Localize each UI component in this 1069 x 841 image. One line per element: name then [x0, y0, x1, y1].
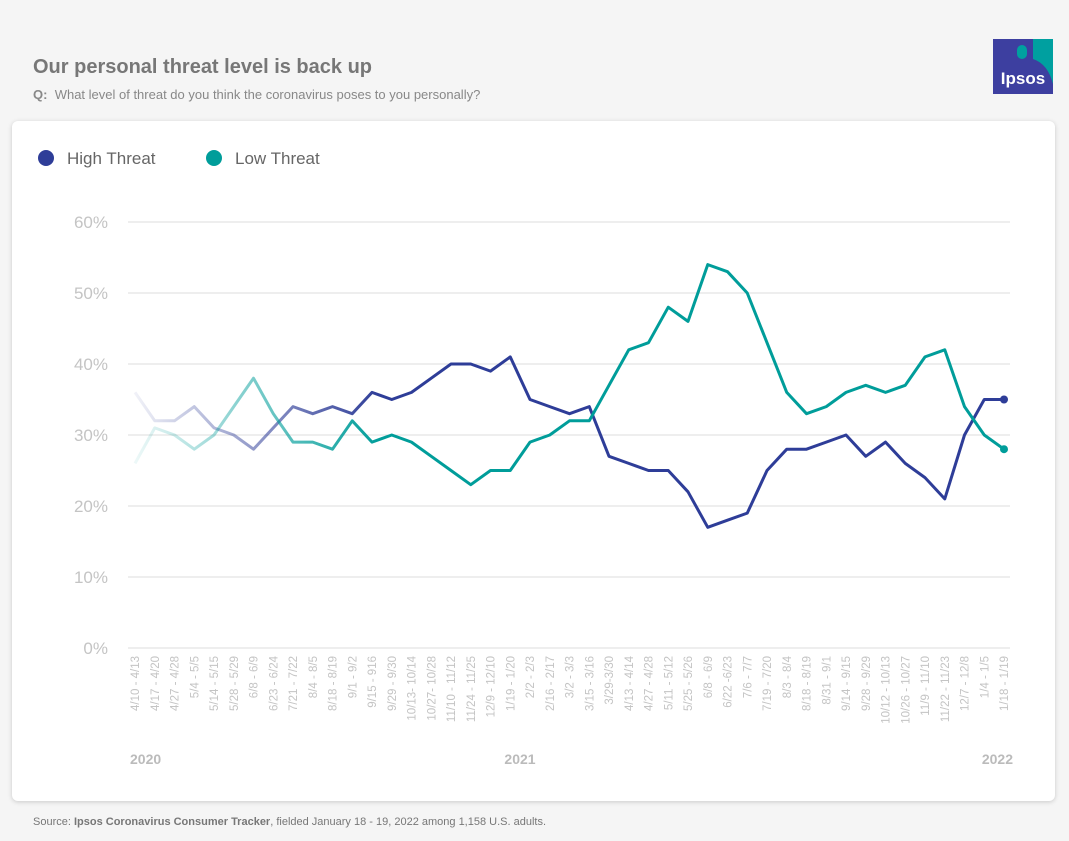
legend-marker	[206, 150, 222, 166]
x-tick-label: 4/13 - 4/14	[624, 655, 636, 711]
y-tick-label: 0%	[83, 639, 108, 658]
x-tick-label: 9/29 - 9/30	[387, 656, 399, 711]
x-tick-label: 6/23 - 6/24	[268, 655, 280, 711]
x-tick-label: 11/24 - 11/25	[466, 656, 478, 722]
x-tick-label: 4/27 - 4/28	[644, 656, 656, 711]
x-tick-label: 11/10 - 11/12	[446, 656, 458, 722]
x-tick-label: 9/14 - 9/15	[841, 656, 853, 711]
x-tick-label: 9/28 - 9/29	[861, 656, 873, 711]
y-tick-label: 50%	[74, 284, 108, 303]
y-tick-label: 20%	[74, 497, 108, 516]
page-title: Our personal threat level is back up	[33, 56, 373, 78]
x-tick-label: 11/22 - 11/23	[940, 656, 952, 722]
chart-card: 0% 10% 20% 30% 40% 50% 60% 4/10 - 4/13 4/17 - 4/…	[12, 121, 1055, 801]
question-label: Q:	[33, 87, 48, 102]
x-tick-label: 2/2 - 2/3	[525, 656, 537, 698]
source-name: Ipsos Coronavirus Consumer Tracker	[73, 816, 271, 828]
x-tick-label: 11/9 - 11/10	[920, 656, 932, 716]
question: What level of threat do you think the co…	[54, 87, 481, 102]
x-tick-label: 6/8 - 6/9	[249, 656, 261, 698]
y-tick-label: 40%	[74, 355, 108, 374]
source-note: Source: Ipsos Coronavirus Consumer Track…	[33, 816, 546, 828]
legend-label: High Threat	[67, 149, 156, 168]
x-tick-label: 5/25 - 5/26	[683, 656, 695, 711]
x-tick-label: 6/22 -6/23	[723, 656, 735, 708]
x-tick-label: 8/18 - 8/19	[802, 656, 814, 711]
source-label: Source:	[33, 816, 71, 828]
x-tick-label: 5/28 - 5/29	[229, 656, 241, 711]
x-tick-label: 7/21 - 7/22	[288, 656, 300, 711]
x-tick-label: 12/9 - 12/10	[486, 656, 498, 717]
x-tick-label: 5/4 - 5/5	[189, 656, 201, 698]
x-tick-label: 8/18 - 8/19	[328, 656, 340, 711]
x-tick-label: 6/8 - 6/9	[703, 656, 715, 698]
data-point	[1000, 445, 1008, 454]
x-tick-label: 4/27 - 4/28	[170, 656, 182, 711]
data-point	[1000, 395, 1008, 404]
legend-label: Low Threat	[235, 149, 320, 168]
x-tick-label: 5/11 - 5/12	[663, 656, 675, 710]
x-tick-label: 9/1 - 9/2	[347, 656, 359, 698]
x-tick-label: 9/15 - 916	[367, 656, 379, 708]
year-label: 2020	[130, 751, 161, 767]
x-tick-label: 1/19 - 1/20	[505, 656, 517, 711]
x-tick-label: 1/4 - 1/5	[979, 656, 991, 698]
svg-text:Ipsos: Ipsos	[1001, 69, 1045, 88]
line-chart: 0% 10% 20% 30% 40% 50% 60% 4/10 - 4/13 4/17 - 4/…	[38, 149, 1013, 767]
x-tick-label: 7/19 - 7/20	[762, 656, 774, 711]
x-tick-label: 10/13- 10/14	[407, 655, 419, 720]
y-tick-label: 10%	[74, 568, 108, 587]
x-tick-label: 3/29-3/30	[604, 656, 616, 705]
x-tick-label: 5/14 - 5/15	[209, 656, 221, 711]
ipsos-logo: Ipsos	[993, 39, 1053, 94]
x-tick-label: 8/3 - 8/4	[782, 655, 794, 698]
series-line-high-threat	[133, 355, 1004, 529]
x-tick-label: 4/17 - 4/20	[150, 656, 162, 711]
year-label: 2022	[982, 751, 1013, 767]
x-tick-label: 10/26 - 10/27	[900, 656, 912, 724]
x-tick-label: 10/12 - 10/13	[881, 656, 893, 724]
x-tick-label: 7/6 - 7/7	[742, 656, 754, 698]
x-tick-label: 3/2 - 3/3	[565, 656, 577, 698]
year-label: 2021	[504, 751, 535, 767]
x-tick-label: 1/18 - 1/19	[999, 656, 1011, 711]
legend-marker	[38, 150, 54, 166]
y-tick-label: 60%	[74, 213, 108, 232]
x-tick-label: 10/27- 10/28	[426, 656, 438, 721]
x-tick-label: 8/31 - 9/1	[821, 656, 833, 705]
x-tick-label: 2/16 - 2/17	[545, 656, 557, 711]
x-tick-label: 3/15 - 3/16	[584, 656, 596, 711]
x-tick-label: 12/7 - 12/8	[960, 656, 972, 711]
x-tick-label: 8/4 - 8/5	[308, 656, 320, 698]
y-tick-label: 30%	[74, 426, 108, 445]
x-tick-label: 4/10 - 4/13	[130, 656, 142, 711]
source-rest: , fielded January 18 - 19, 2022 among 1,…	[270, 816, 547, 828]
question-text: Q: What level of threat do you think the…	[33, 87, 480, 102]
